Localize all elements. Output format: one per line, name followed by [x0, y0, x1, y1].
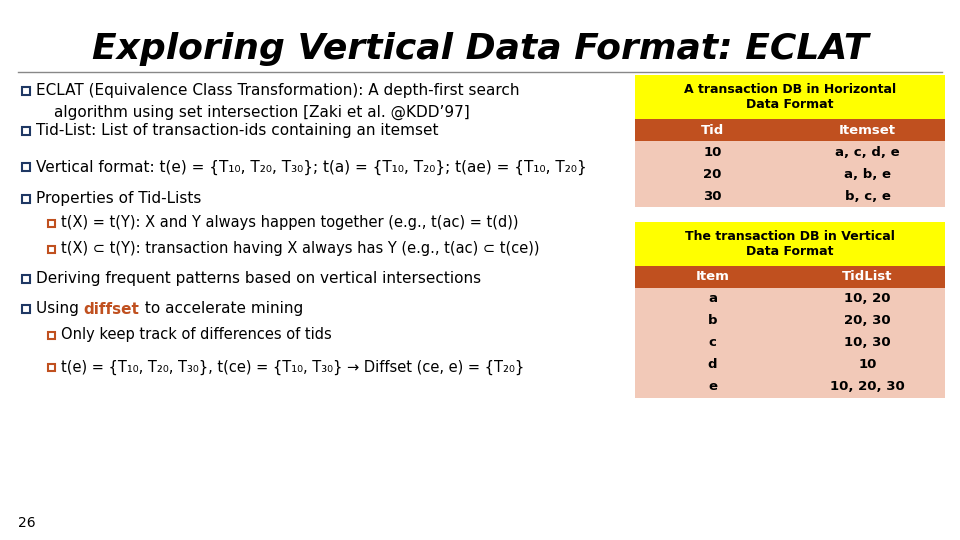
Text: Tid: Tid	[701, 124, 724, 137]
Text: Itemset: Itemset	[839, 124, 896, 137]
Text: The transaction DB in Vertical
Data Format: The transaction DB in Vertical Data Form…	[685, 230, 895, 258]
FancyBboxPatch shape	[635, 288, 790, 310]
Text: Tid-List: List of transaction-ids containing an itemset: Tid-List: List of transaction-ids contai…	[36, 124, 439, 138]
Text: Deriving frequent patterns based on vertical intersections: Deriving frequent patterns based on vert…	[36, 272, 481, 287]
Text: Item: Item	[696, 271, 730, 284]
Text: e: e	[708, 381, 717, 394]
Text: 26: 26	[18, 516, 36, 530]
Text: Vertical format: t(e) = {T₁₀, T₂₀, T₃₀}; t(a) = {T₁₀, T₂₀}; t(ae) = {T₁₀, T₂₀}: Vertical format: t(e) = {T₁₀, T₂₀, T₃₀};…	[36, 159, 587, 174]
FancyBboxPatch shape	[635, 119, 790, 141]
Text: Using: Using	[36, 301, 84, 316]
FancyBboxPatch shape	[635, 141, 790, 163]
Text: ECLAT (Equivalence Class Transformation): A depth-first search: ECLAT (Equivalence Class Transformation)…	[36, 84, 519, 98]
Text: t(X) ⊂ t(Y): transaction having X always has Y (e.g., t(ac) ⊂ t(ce)): t(X) ⊂ t(Y): transaction having X always…	[61, 241, 540, 256]
FancyBboxPatch shape	[790, 376, 945, 398]
FancyBboxPatch shape	[790, 332, 945, 354]
FancyBboxPatch shape	[790, 119, 945, 141]
Text: Only keep track of differences of tids: Only keep track of differences of tids	[61, 327, 332, 342]
FancyBboxPatch shape	[790, 288, 945, 310]
FancyBboxPatch shape	[635, 222, 945, 266]
Bar	[22, 163, 30, 171]
FancyBboxPatch shape	[635, 266, 790, 288]
FancyBboxPatch shape	[635, 75, 945, 119]
Text: t(e) = {T₁₀, T₂₀, T₃₀}, t(ce) = {T₁₀, T₃₀} → Diffset (ce, e) = {T₂₀}: t(e) = {T₁₀, T₂₀, T₃₀}, t(ce) = {T₁₀, T₃…	[61, 360, 524, 375]
Text: algorithm using set intersection [Zaki et al. @KDD’97]: algorithm using set intersection [Zaki e…	[54, 104, 469, 119]
Text: a, c, d, e: a, c, d, e	[835, 145, 900, 159]
Bar	[48, 219, 55, 226]
Text: b, c, e: b, c, e	[845, 190, 891, 202]
Bar	[48, 332, 55, 339]
FancyBboxPatch shape	[635, 354, 790, 376]
FancyBboxPatch shape	[790, 310, 945, 332]
FancyBboxPatch shape	[790, 354, 945, 376]
Text: b: b	[708, 314, 717, 327]
Bar	[22, 275, 30, 283]
FancyBboxPatch shape	[790, 141, 945, 163]
Text: A transaction DB in Horizontal
Data Format: A transaction DB in Horizontal Data Form…	[684, 83, 896, 111]
FancyBboxPatch shape	[635, 163, 790, 185]
FancyBboxPatch shape	[635, 310, 790, 332]
Text: 10, 20: 10, 20	[844, 293, 891, 306]
Text: Properties of Tid-Lists: Properties of Tid-Lists	[36, 192, 202, 206]
Text: 30: 30	[704, 190, 722, 202]
Bar	[22, 305, 30, 313]
Text: c: c	[708, 336, 716, 349]
Text: a, b, e: a, b, e	[844, 167, 891, 180]
Text: Exploring Vertical Data Format: ECLAT: Exploring Vertical Data Format: ECLAT	[92, 32, 868, 66]
Text: 20: 20	[704, 167, 722, 180]
Text: to accelerate mining: to accelerate mining	[139, 301, 302, 316]
Bar	[22, 87, 30, 95]
FancyBboxPatch shape	[635, 332, 790, 354]
Text: 10, 20, 30: 10, 20, 30	[830, 381, 905, 394]
FancyBboxPatch shape	[790, 163, 945, 185]
Text: 10, 30: 10, 30	[844, 336, 891, 349]
FancyBboxPatch shape	[790, 185, 945, 207]
Text: 10: 10	[858, 359, 876, 372]
Text: 10: 10	[704, 145, 722, 159]
Bar	[48, 363, 55, 370]
Bar	[22, 127, 30, 135]
Text: TidList: TidList	[842, 271, 893, 284]
Text: 20, 30: 20, 30	[844, 314, 891, 327]
FancyBboxPatch shape	[635, 185, 790, 207]
FancyBboxPatch shape	[790, 266, 945, 288]
Text: diffset: diffset	[84, 301, 139, 316]
Text: t(X) = t(Y): X and Y always happen together (e.g., t(ac) = t(d)): t(X) = t(Y): X and Y always happen toget…	[61, 215, 518, 231]
FancyBboxPatch shape	[635, 376, 790, 398]
Text: a: a	[708, 293, 717, 306]
Text: d: d	[708, 359, 717, 372]
Bar	[48, 246, 55, 253]
Bar	[22, 195, 30, 203]
